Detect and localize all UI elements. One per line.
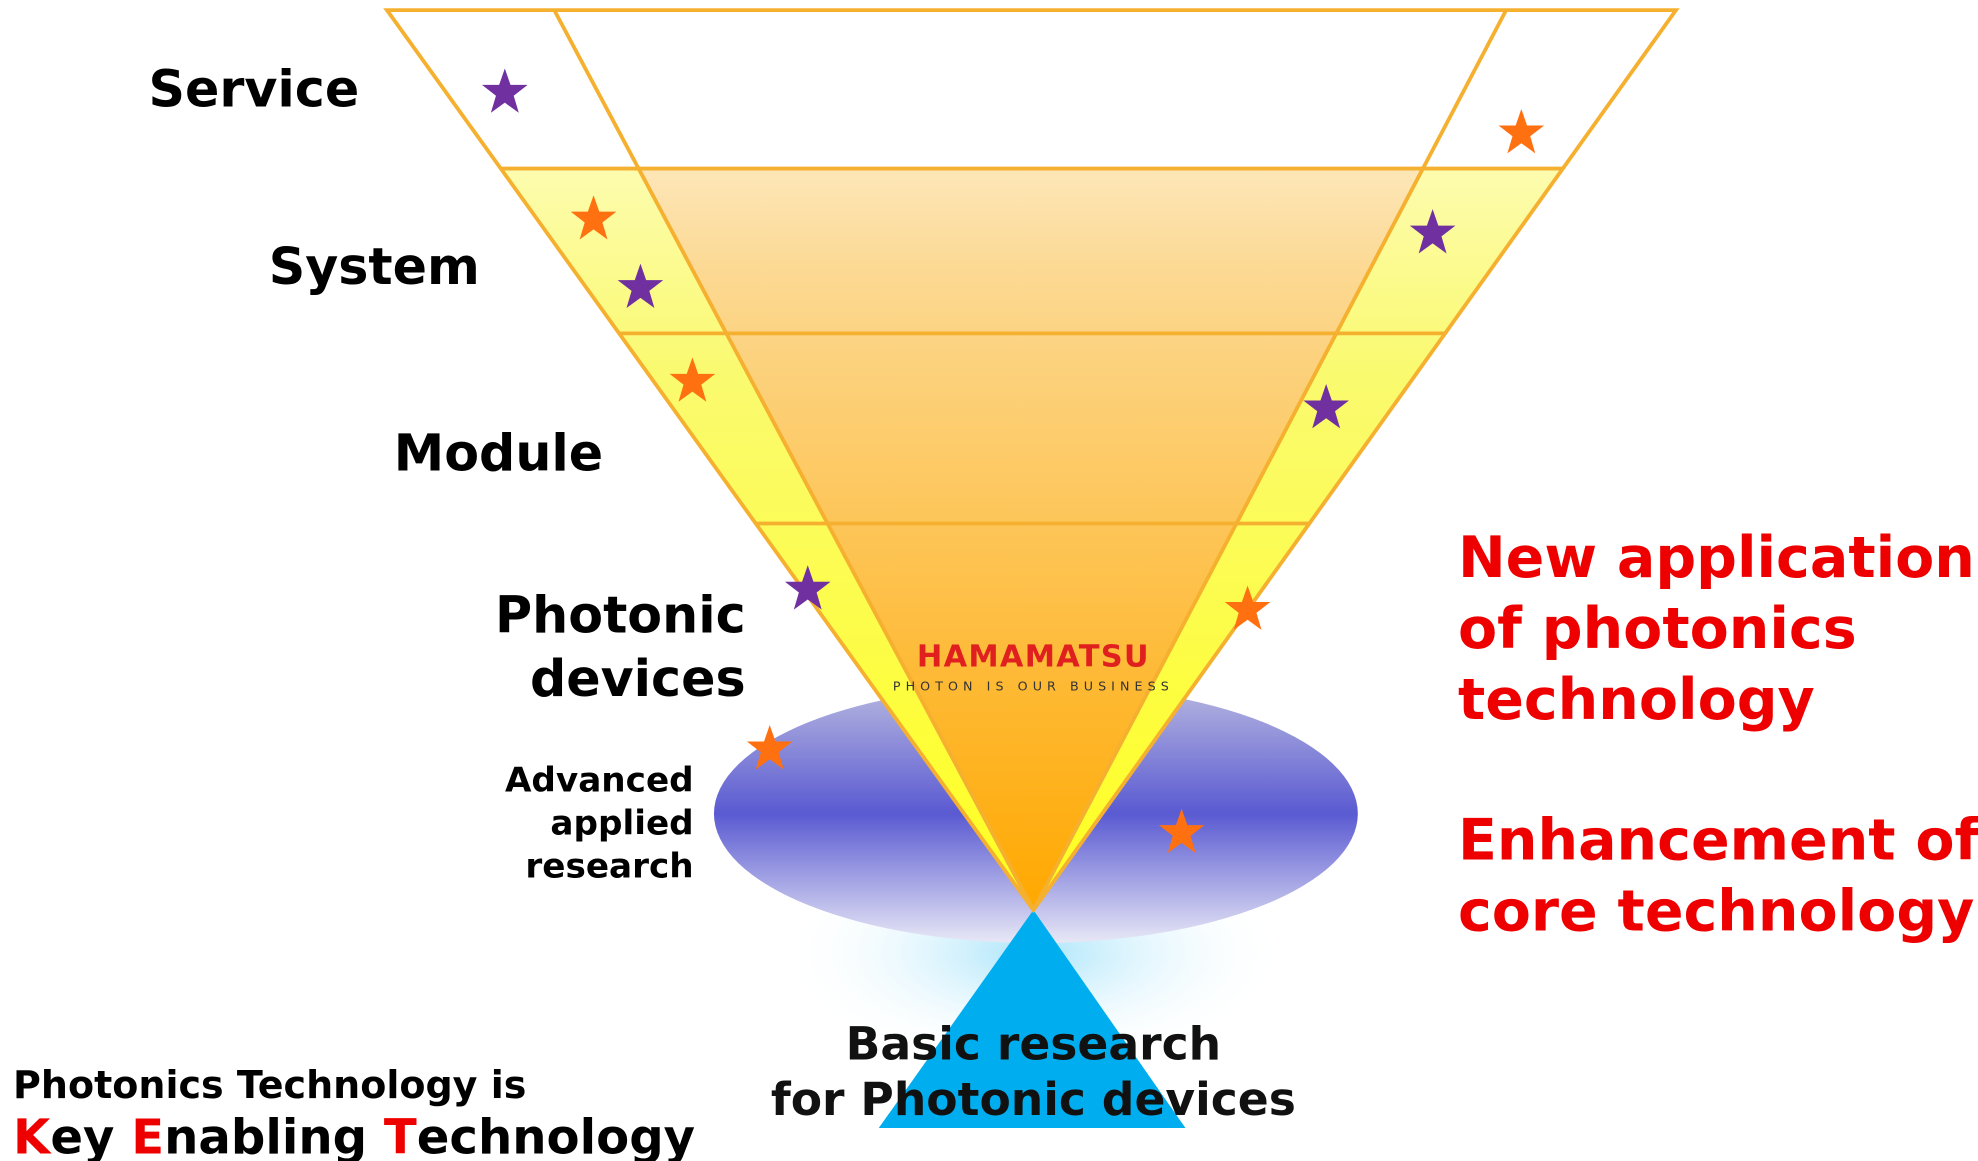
advanced-line: research — [525, 847, 693, 887]
logo-tagline: PHOTON IS OUR BUSINESS — [893, 678, 1174, 693]
note-key-line: Key Enabling Technology — [13, 1110, 695, 1161]
advanced-line: Advanced — [505, 761, 694, 801]
basic-triangle — [878, 910, 1186, 1129]
layer-label: System — [269, 237, 480, 296]
logo: HAMAMATSU — [917, 639, 1150, 674]
key-rest: echnology — [417, 1110, 695, 1161]
layer-labels: Service System Module Photonic devices — [149, 60, 746, 708]
advanced-label: Advanced applied research — [505, 761, 694, 887]
key-letter: E — [131, 1110, 164, 1161]
note-line: Photonics Technology is — [13, 1063, 526, 1107]
advanced-line: applied — [550, 804, 693, 844]
layer-label: Module — [394, 423, 603, 482]
layer-label: Service — [149, 60, 360, 119]
application-line: of photonics — [1458, 596, 1857, 662]
enhancement-line: Enhancement of — [1458, 808, 1978, 874]
key-rest: ey — [50, 1110, 131, 1161]
layer-label: devices — [530, 649, 746, 708]
funnel-lines — [383, 8, 1680, 914]
service-band — [386, 10, 1676, 169]
key-rest: nabling — [164, 1110, 384, 1161]
application-line: technology — [1458, 667, 1815, 733]
funnel-inner — [554, 10, 1507, 911]
application-line: New application — [1458, 525, 1975, 591]
key-letter: K — [13, 1110, 52, 1161]
layer-label: Photonic — [495, 586, 746, 645]
basic-label: Basic research for Photonic devices — [771, 1017, 1296, 1126]
basic-line: Basic research — [846, 1017, 1222, 1070]
right-text: New application of photonics technology … — [1458, 525, 1978, 945]
enhancement-line: core technology — [1458, 879, 1974, 945]
basic-line: for Photonic devices — [771, 1073, 1296, 1126]
key-letter: T — [384, 1110, 417, 1161]
